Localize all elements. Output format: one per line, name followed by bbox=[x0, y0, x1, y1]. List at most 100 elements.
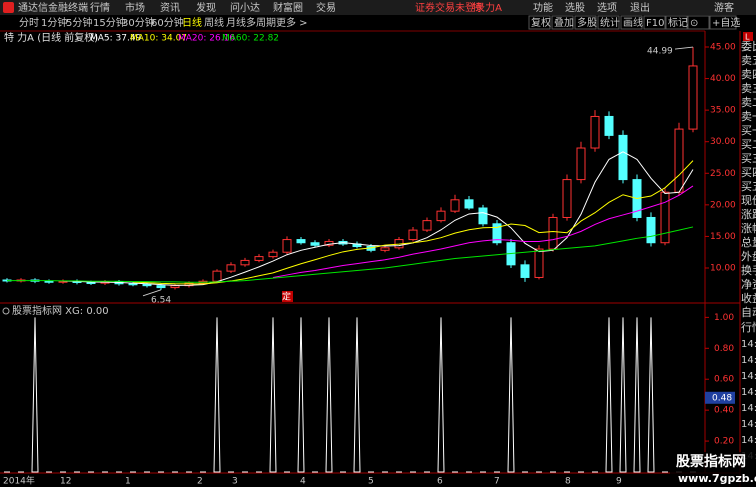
signal-spike bbox=[213, 317, 221, 473]
candle-body bbox=[86, 282, 96, 285]
period-tab[interactable]: 日线 bbox=[182, 16, 202, 29]
cursor-label: 0.48 bbox=[712, 393, 732, 403]
ma-line bbox=[272, 185, 694, 278]
login-status[interactable]: 证券交易未登录 bbox=[415, 1, 485, 14]
candle-body bbox=[408, 229, 418, 241]
watermark-title: 股票指标网 bbox=[676, 453, 746, 470]
tool-label[interactable]: 多股 bbox=[577, 16, 597, 29]
signal-spike bbox=[507, 317, 515, 473]
legend-entry: MA60: 22.82 bbox=[222, 34, 279, 44]
tool-label[interactable]: 叠加 bbox=[554, 17, 574, 29]
menu-item[interactable]: 财富圈 bbox=[273, 1, 303, 14]
tool-label[interactable]: ⊙ bbox=[690, 18, 698, 29]
app-name: 通达信金融终端 bbox=[18, 1, 88, 14]
candle-body bbox=[380, 247, 390, 251]
tick-header[interactable]: 自动 bbox=[741, 306, 756, 319]
candle-body bbox=[282, 239, 292, 253]
tick-header[interactable]: 行情 bbox=[741, 321, 756, 334]
tool-button[interactable] bbox=[597, 15, 620, 30]
legend-entry: MA20: 26.16 bbox=[178, 34, 235, 44]
side-header-box bbox=[743, 32, 753, 41]
candle-body bbox=[660, 191, 670, 244]
y-tick-label: 0.80 bbox=[714, 344, 734, 354]
quote-label: 卖一 bbox=[741, 110, 756, 123]
quote-label: 委比 bbox=[741, 40, 756, 53]
candle-body bbox=[240, 259, 250, 266]
indicator-icon bbox=[2, 307, 10, 315]
period-tab[interactable]: 月线 bbox=[226, 16, 246, 29]
tick-time: 14:5 bbox=[741, 435, 756, 446]
period-tab[interactable]: 多周期 bbox=[246, 16, 276, 29]
candle-body bbox=[646, 216, 656, 244]
tool-label[interactable]: +自选 bbox=[712, 16, 740, 29]
tool-button[interactable] bbox=[528, 15, 551, 30]
quote-label: 外盘 bbox=[741, 249, 756, 263]
menu-item[interactable]: 交易 bbox=[316, 1, 336, 14]
marker-box bbox=[282, 291, 293, 302]
cursor-box bbox=[705, 391, 735, 404]
tool-button[interactable] bbox=[551, 15, 574, 30]
period-tab[interactable]: 1分钟 bbox=[41, 16, 67, 29]
user[interactable]: 游客 bbox=[714, 1, 734, 14]
candle-body bbox=[562, 179, 572, 218]
y-tick-label: 40.00 bbox=[710, 74, 736, 84]
tool-button[interactable] bbox=[687, 15, 710, 30]
candle-body bbox=[310, 242, 320, 246]
menu-item[interactable]: 市场 bbox=[125, 1, 145, 14]
date-label: 3 bbox=[232, 477, 238, 487]
tool-button[interactable] bbox=[665, 15, 688, 30]
tick-time: 14:5 bbox=[741, 403, 756, 414]
period-tab[interactable]: 分时 bbox=[19, 17, 39, 29]
quote-label: 收益 bbox=[741, 291, 756, 305]
tool-label[interactable]: 统计 bbox=[600, 16, 620, 29]
menu-item[interactable]: 行情 bbox=[90, 1, 110, 14]
app-logo bbox=[3, 2, 14, 13]
tick-time: 14:5 bbox=[741, 419, 756, 430]
date-label: 8 bbox=[565, 477, 571, 487]
period-tab[interactable]: 30分钟 bbox=[122, 16, 155, 29]
signal-spike bbox=[325, 317, 333, 473]
candle-body bbox=[590, 115, 600, 149]
date-label: 9 bbox=[616, 477, 622, 487]
indicator-title: 股票指标网 XG: 0.00 bbox=[12, 304, 109, 317]
period-tab[interactable]: 5分钟 bbox=[66, 16, 92, 29]
tool-button[interactable] bbox=[709, 15, 737, 30]
tool-label[interactable]: 复权 bbox=[531, 16, 551, 29]
chart-title: 特 力A (日线 前复权) bbox=[4, 31, 98, 44]
signal-spike bbox=[633, 317, 641, 473]
tool-label[interactable]: F10 bbox=[646, 18, 664, 29]
menu-item[interactable]: 选股 bbox=[565, 1, 585, 14]
menu-item[interactable]: 退出 bbox=[630, 1, 650, 14]
tool-button[interactable] bbox=[620, 15, 643, 30]
tool-button[interactable] bbox=[574, 15, 597, 30]
candle-body bbox=[520, 264, 530, 278]
quote-label: 买一 bbox=[741, 124, 756, 137]
menu-item[interactable]: 发现 bbox=[196, 1, 216, 14]
y-tick-label: 30.00 bbox=[710, 137, 736, 147]
period-tab[interactable]: 周线 bbox=[204, 16, 224, 29]
candle-body bbox=[464, 199, 474, 209]
y-tick-label: 25.00 bbox=[710, 169, 736, 179]
quote-label: 换手 bbox=[741, 263, 756, 277]
signal-spike bbox=[605, 317, 613, 473]
quote-label: 卖三 bbox=[741, 82, 756, 95]
y-tick-label: 0.60 bbox=[714, 375, 734, 385]
date-label: 6 bbox=[437, 477, 443, 487]
period-tab[interactable]: 60分钟 bbox=[151, 16, 184, 29]
tool-button[interactable] bbox=[643, 15, 666, 30]
tool-label[interactable]: 标记 bbox=[668, 17, 688, 29]
menu-item[interactable]: 问小达 bbox=[230, 1, 260, 14]
menu-item[interactable]: 选项 bbox=[597, 1, 617, 14]
side-header: L bbox=[745, 33, 750, 42]
tool-label[interactable]: 画线 bbox=[623, 16, 643, 29]
candle-body bbox=[576, 147, 586, 181]
menu-item[interactable]: 资讯 bbox=[160, 2, 180, 14]
quote-label: 卖五 bbox=[741, 54, 756, 67]
menu-item[interactable]: 功能 bbox=[533, 1, 553, 14]
period-tab[interactable]: 15分钟 bbox=[93, 16, 126, 29]
candle-body bbox=[226, 264, 236, 272]
y-tick-label: 1.00 bbox=[714, 313, 734, 323]
legend-entry: MA5: 37.49 bbox=[90, 34, 142, 44]
period-tab[interactable]: 更多 > bbox=[276, 16, 308, 29]
candle-body bbox=[142, 283, 152, 287]
